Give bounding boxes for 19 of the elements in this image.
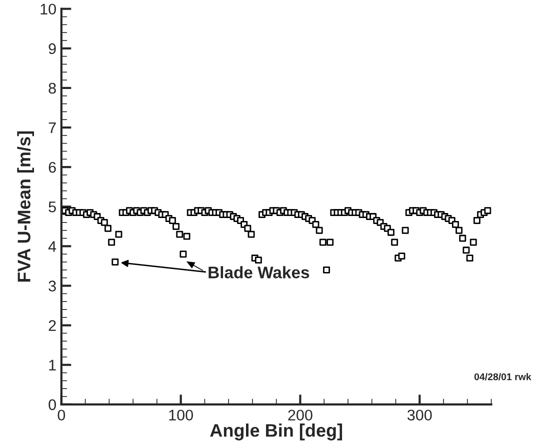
y-tick-label: 7 <box>48 122 56 134</box>
y-tick-label: 9 <box>48 43 56 54</box>
annotation: Blade Wakes <box>208 266 310 278</box>
y-axis-title: FVA U-Mean [m/s] <box>17 131 34 282</box>
y-tick-label: 6 <box>48 162 56 173</box>
x-tick-label: 100 <box>169 410 193 421</box>
x-tick-label: 200 <box>288 410 312 421</box>
y-tick-label: 3 <box>48 280 56 292</box>
annotation: 04/28/01 rwk <box>474 373 532 380</box>
y-tick-label: 1 <box>49 360 56 370</box>
y-tick-label: 8 <box>48 82 56 94</box>
x-tick-label: 300 <box>407 410 432 421</box>
y-tick-label: 2 <box>48 320 56 331</box>
x-axis-title: Angle Bin [deg] <box>210 424 342 440</box>
y-tick-label: 5 <box>48 202 56 212</box>
y-tick-label: 4 <box>48 241 56 252</box>
y-tick-label: 0 <box>48 399 56 410</box>
y-tick-label: 10 <box>40 4 56 15</box>
x-tick-label: 0 <box>58 410 66 421</box>
